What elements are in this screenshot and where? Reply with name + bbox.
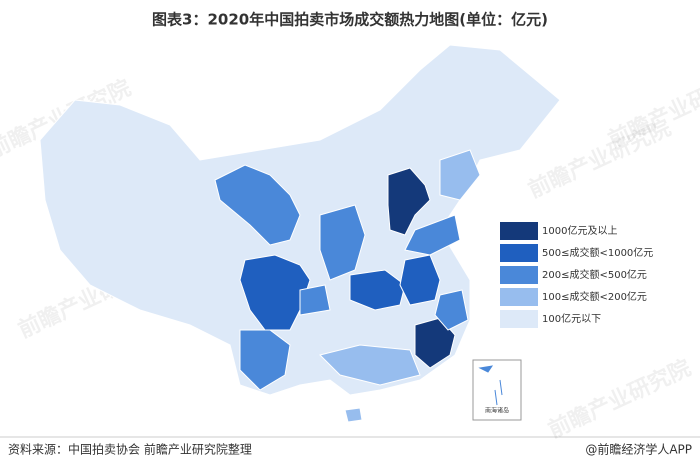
legend-label: 500≤成交额<1000亿元 [542,246,653,259]
legend-swatch [500,288,538,306]
chart-title: 图表3：2020年中国拍卖市场成交额热力地图(单位：亿元) [152,11,548,29]
legend-swatch [500,244,538,262]
brand: @前瞻经济学人APP [585,442,692,457]
province [439,149,481,201]
legend-label: 100≤成交额<200亿元 [542,290,647,303]
legend-swatch [500,222,538,240]
province [319,204,366,281]
province [299,284,331,316]
source: 资料来源：中国拍卖协会 前瞻产业研究院整理 [8,442,252,457]
inset-islands [478,365,503,406]
province [404,214,461,256]
province [239,254,311,331]
legend-label: 200≤成交额<500亿元 [542,268,647,281]
province [239,329,291,391]
province [344,407,363,423]
province [434,289,469,331]
legend-swatch [500,266,538,284]
province [39,44,561,396]
inset-box [472,359,522,421]
inset-label: 南海诸岛 [485,407,509,415]
legend-swatch [500,310,538,328]
legend-label: 100亿元以下 [542,312,601,325]
province [387,167,431,236]
legend-label: 1000亿元及以上 [542,224,617,237]
province [319,344,421,386]
province [349,269,406,311]
province [214,164,301,246]
